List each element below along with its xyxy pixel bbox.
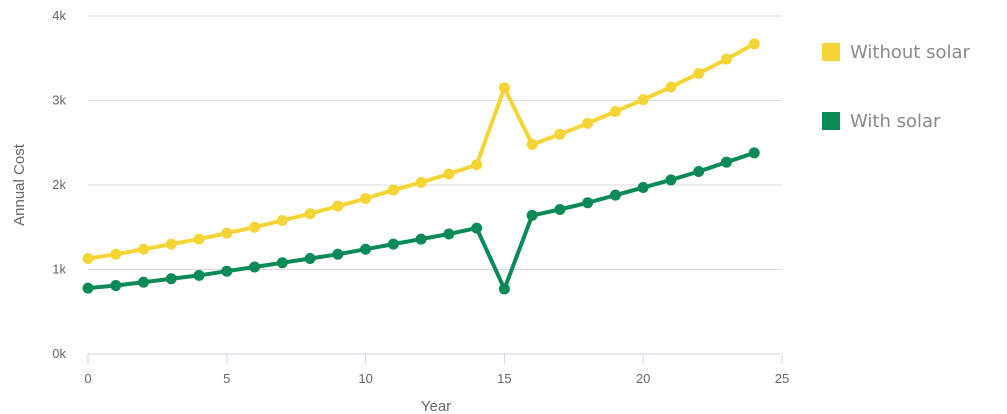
data-point-with-solar[interactable] xyxy=(304,253,316,265)
data-point-with-solar[interactable] xyxy=(720,156,732,168)
data-point-with-solar[interactable] xyxy=(221,265,233,277)
data-point-without-solar[interactable] xyxy=(193,233,205,245)
series-without-solar xyxy=(82,38,760,265)
data-point-with-solar[interactable] xyxy=(748,147,760,159)
series-with-solar xyxy=(82,147,760,295)
data-point-without-solar[interactable] xyxy=(748,38,760,50)
legend-label-without-solar: Without solar xyxy=(850,41,970,63)
y-tick-label: 4k xyxy=(52,8,66,23)
data-point-with-solar[interactable] xyxy=(276,257,288,269)
data-point-with-solar[interactable] xyxy=(360,243,372,255)
data-point-without-solar[interactable] xyxy=(443,168,455,180)
y-tick-label: 2k xyxy=(52,177,66,192)
y-tick-label: 3k xyxy=(52,93,66,108)
series-layer xyxy=(82,38,760,295)
data-point-with-solar[interactable] xyxy=(443,228,455,240)
y-tick-labels: 0k 1k 2k 3k 4k xyxy=(52,8,66,361)
data-point-without-solar[interactable] xyxy=(665,81,677,93)
legend-swatch-without-solar xyxy=(822,43,840,61)
data-point-without-solar[interactable] xyxy=(165,238,177,250)
data-point-with-solar[interactable] xyxy=(165,273,177,285)
data-point-with-solar[interactable] xyxy=(193,269,205,281)
data-point-with-solar[interactable] xyxy=(526,209,538,221)
data-point-without-solar[interactable] xyxy=(415,176,427,188)
y-tick-label: 0k xyxy=(52,346,66,361)
data-point-without-solar[interactable] xyxy=(693,67,705,79)
data-point-without-solar[interactable] xyxy=(332,200,344,212)
data-point-without-solar[interactable] xyxy=(221,227,233,239)
data-point-without-solar[interactable] xyxy=(554,128,566,140)
data-point-without-solar[interactable] xyxy=(720,53,732,65)
legend-label-with-solar: With solar xyxy=(850,110,941,132)
data-point-with-solar[interactable] xyxy=(110,280,122,292)
legend: Without solar With solar xyxy=(822,40,970,178)
data-point-with-solar[interactable] xyxy=(471,222,483,234)
data-point-without-solar[interactable] xyxy=(249,221,261,233)
data-point-with-solar[interactable] xyxy=(554,204,566,216)
data-point-with-solar[interactable] xyxy=(82,282,94,294)
grid-lines xyxy=(88,15,782,270)
data-point-without-solar[interactable] xyxy=(387,184,399,196)
data-point-without-solar[interactable] xyxy=(609,105,621,117)
data-point-with-solar[interactable] xyxy=(582,197,594,209)
x-tick-label: 15 xyxy=(497,371,511,386)
data-point-without-solar[interactable] xyxy=(498,82,510,94)
data-point-without-solar[interactable] xyxy=(637,94,649,106)
data-point-with-solar[interactable] xyxy=(138,276,150,288)
data-point-with-solar[interactable] xyxy=(665,174,677,186)
legend-item-without-solar[interactable]: Without solar xyxy=(822,40,970,64)
data-point-without-solar[interactable] xyxy=(471,159,483,171)
legend-swatch-with-solar xyxy=(822,112,840,130)
data-point-without-solar[interactable] xyxy=(526,138,538,150)
data-point-with-solar[interactable] xyxy=(609,189,621,201)
data-point-with-solar[interactable] xyxy=(415,233,427,245)
series-line-without-solar xyxy=(86,41,757,261)
data-point-with-solar[interactable] xyxy=(387,238,399,250)
data-point-with-solar[interactable] xyxy=(332,248,344,260)
data-point-without-solar[interactable] xyxy=(138,243,150,255)
data-point-with-solar[interactable] xyxy=(637,182,649,194)
data-point-without-solar[interactable] xyxy=(82,253,94,265)
series-line-with-solar xyxy=(86,150,757,291)
data-point-without-solar[interactable] xyxy=(110,248,122,260)
data-point-with-solar[interactable] xyxy=(693,165,705,177)
data-point-without-solar[interactable] xyxy=(276,214,288,226)
legend-item-with-solar[interactable]: With solar xyxy=(822,109,970,133)
y-axis-title: Annual Cost xyxy=(11,143,28,226)
x-tick-label: 0 xyxy=(84,371,91,386)
x-tick-label: 5 xyxy=(223,371,230,386)
y-tick-label: 1k xyxy=(52,262,66,277)
x-axis-title: Year xyxy=(421,398,451,414)
x-tick-label: 25 xyxy=(775,371,789,386)
x-tick-label: 10 xyxy=(358,371,372,386)
axes xyxy=(87,353,783,364)
data-point-with-solar[interactable] xyxy=(498,283,510,295)
data-point-without-solar[interactable] xyxy=(582,117,594,129)
data-point-with-solar[interactable] xyxy=(249,261,261,273)
data-point-without-solar[interactable] xyxy=(304,208,316,220)
x-tick-labels: 0 5 10 15 20 25 xyxy=(84,371,789,386)
data-point-without-solar[interactable] xyxy=(360,193,372,205)
x-tick-label: 20 xyxy=(636,371,650,386)
